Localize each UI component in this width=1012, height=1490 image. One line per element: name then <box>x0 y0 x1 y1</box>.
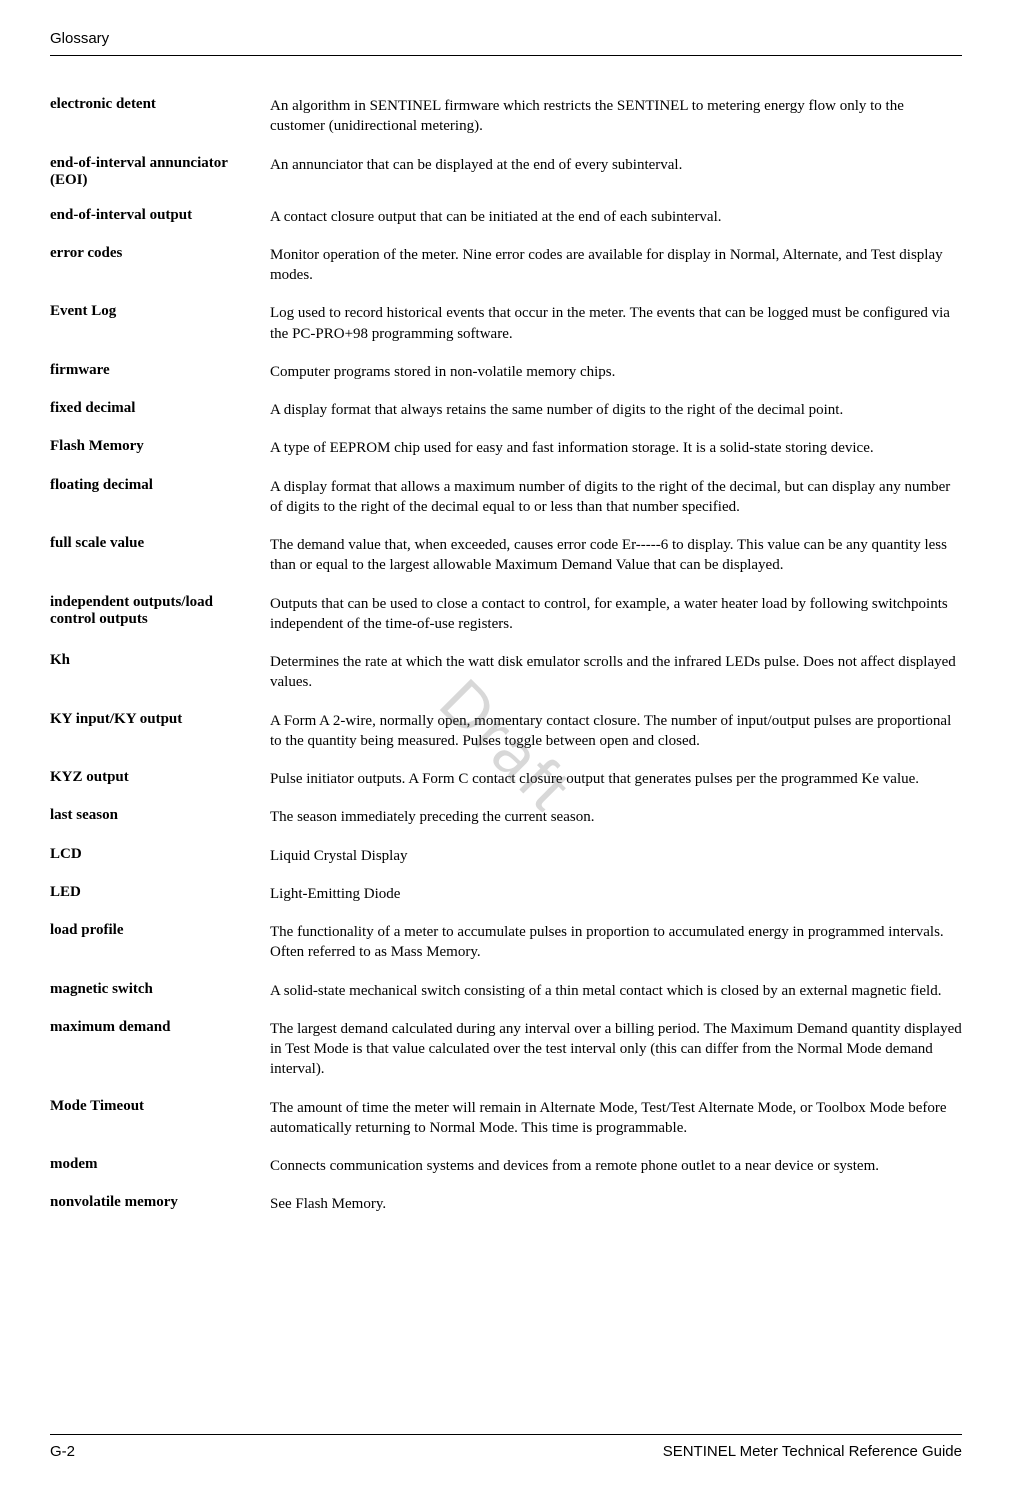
glossary-definition: Connects communication systems and devic… <box>270 1156 962 1176</box>
glossary-term: nonvolatile memory <box>50 1194 270 1214</box>
glossary-term: LCD <box>50 846 270 866</box>
section-title: Glossary <box>50 30 109 47</box>
glossary-term: load profile <box>50 922 270 963</box>
glossary-definition: Determines the rate at which the watt di… <box>270 652 962 693</box>
glossary-entry: electronic detentAn algorithm in SENTINE… <box>50 96 962 137</box>
glossary-definition: Computer programs stored in non-volatile… <box>270 362 962 382</box>
glossary-definition: The functionality of a meter to accumula… <box>270 922 962 963</box>
glossary-content: electronic detentAn algorithm in SENTINE… <box>50 96 962 1223</box>
glossary-term: KYZ output <box>50 769 270 789</box>
glossary-term: Mode Timeout <box>50 1098 270 1139</box>
glossary-term: Flash Memory <box>50 438 270 458</box>
glossary-entry: KY input/KY outputA Form A 2-wire, norma… <box>50 711 962 752</box>
glossary-term: Kh <box>50 652 270 693</box>
glossary-term: LED <box>50 884 270 904</box>
glossary-definition: Light-Emitting Diode <box>270 884 962 904</box>
glossary-definition: A solid-state mechanical switch consisti… <box>270 981 962 1001</box>
glossary-definition: A type of EEPROM chip used for easy and … <box>270 438 962 458</box>
glossary-entry: fixed decimalA display format that alway… <box>50 400 962 420</box>
glossary-definition: See Flash Memory. <box>270 1194 962 1214</box>
glossary-entry: Event LogLog used to record historical e… <box>50 303 962 344</box>
glossary-term: electronic detent <box>50 96 270 137</box>
glossary-definition: A Form A 2-wire, normally open, momentar… <box>270 711 962 752</box>
glossary-definition: A display format that always retains the… <box>270 400 962 420</box>
page-footer: G-2 SENTINEL Meter Technical Reference G… <box>50 1434 962 1460</box>
glossary-entry: Flash MemoryA type of EEPROM chip used f… <box>50 438 962 458</box>
glossary-entry: LCDLiquid Crystal Display <box>50 846 962 866</box>
glossary-entry: full scale valueThe demand value that, w… <box>50 535 962 576</box>
glossary-term: end-of-interval output <box>50 207 270 227</box>
glossary-term: firmware <box>50 362 270 382</box>
page-header: Glossary <box>50 30 962 56</box>
document-title: SENTINEL Meter Technical Reference Guide <box>663 1443 962 1460</box>
glossary-definition: An annunciator that can be displayed at … <box>270 155 962 189</box>
glossary-term: error codes <box>50 245 270 286</box>
glossary-term: magnetic switch <box>50 981 270 1001</box>
glossary-entry: end-of-interval annunciator (EOI)An annu… <box>50 155 962 189</box>
glossary-definition: The amount of time the meter will remain… <box>270 1098 962 1139</box>
glossary-entry: floating decimalA display format that al… <box>50 477 962 518</box>
glossary-entry: modemConnects communication systems and … <box>50 1156 962 1176</box>
glossary-entry: Mode TimeoutThe amount of time the meter… <box>50 1098 962 1139</box>
glossary-definition: Pulse initiator outputs. A Form C contac… <box>270 769 962 789</box>
glossary-definition: Liquid Crystal Display <box>270 846 962 866</box>
glossary-definition: A display format that allows a maximum n… <box>270 477 962 518</box>
glossary-entry: magnetic switchA solid-state mechanical … <box>50 981 962 1001</box>
glossary-term: full scale value <box>50 535 270 576</box>
glossary-term: Event Log <box>50 303 270 344</box>
glossary-definition: An algorithm in SENTINEL firmware which … <box>270 96 962 137</box>
glossary-term: end-of-interval annunciator (EOI) <box>50 155 270 189</box>
glossary-definition: Log used to record historical events tha… <box>270 303 962 344</box>
glossary-definition: A contact closure output that can be ini… <box>270 207 962 227</box>
glossary-definition: Monitor operation of the meter. Nine err… <box>270 245 962 286</box>
glossary-definition: The demand value that, when exceeded, ca… <box>270 535 962 576</box>
page-number: G-2 <box>50 1443 75 1460</box>
glossary-term: maximum demand <box>50 1019 270 1080</box>
glossary-entry: maximum demandThe largest demand calcula… <box>50 1019 962 1080</box>
glossary-entry: LEDLight-Emitting Diode <box>50 884 962 904</box>
glossary-entry: load profileThe functionality of a meter… <box>50 922 962 963</box>
glossary-term: fixed decimal <box>50 400 270 420</box>
glossary-term: floating decimal <box>50 477 270 518</box>
glossary-term: last season <box>50 807 270 827</box>
glossary-entry: end-of-interval outputA contact closure … <box>50 207 962 227</box>
glossary-entry: error codesMonitor operation of the mete… <box>50 245 962 286</box>
glossary-entry: firmwareComputer programs stored in non-… <box>50 362 962 382</box>
glossary-entry: last seasonThe season immediately preced… <box>50 807 962 827</box>
glossary-entry: nonvolatile memorySee Flash Memory. <box>50 1194 962 1214</box>
glossary-term: modem <box>50 1156 270 1176</box>
glossary-entry: independent outputs/load control outputs… <box>50 594 962 635</box>
glossary-definition: The largest demand calculated during any… <box>270 1019 962 1080</box>
glossary-definition: Outputs that can be used to close a cont… <box>270 594 962 635</box>
glossary-term: independent outputs/load control outputs <box>50 594 270 635</box>
glossary-term: KY input/KY output <box>50 711 270 752</box>
glossary-entry: KYZ outputPulse initiator outputs. A For… <box>50 769 962 789</box>
glossary-entry: KhDetermines the rate at which the watt … <box>50 652 962 693</box>
glossary-definition: The season immediately preceding the cur… <box>270 807 962 827</box>
